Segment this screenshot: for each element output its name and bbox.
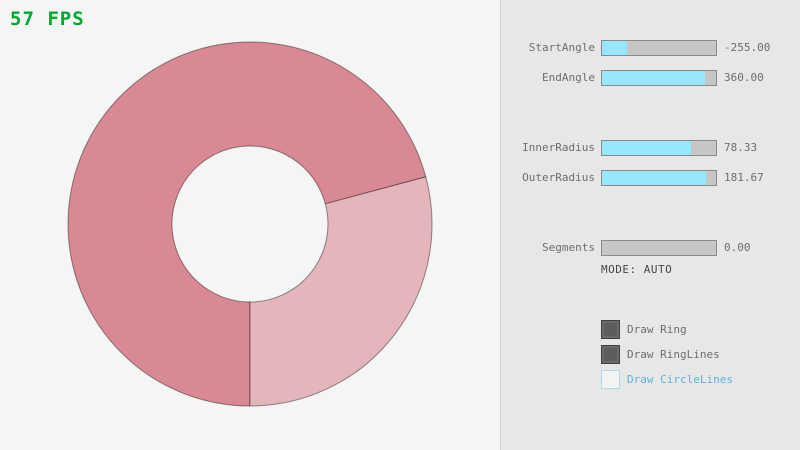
outerradius-slider-fill xyxy=(602,171,706,185)
ring-canvas xyxy=(67,41,433,407)
draw-circlelines-checkbox[interactable] xyxy=(601,370,620,389)
segments-value: 0.00 xyxy=(724,241,751,254)
startangle-slider-fill xyxy=(602,41,627,55)
fps-counter: 57 FPS xyxy=(10,8,85,30)
draw-circlelines-label: Draw CircleLines xyxy=(627,373,733,386)
outerradius-slider[interactable] xyxy=(601,170,717,186)
draw-ring-checkbox[interactable] xyxy=(601,320,620,339)
outerradius-value: 181.67 xyxy=(724,171,764,184)
segments-label: Segments xyxy=(542,241,595,254)
innerradius-value: 78.33 xyxy=(724,141,758,154)
draw-ringlines-label: Draw RingLines xyxy=(627,348,720,361)
endangle-label: EndAngle xyxy=(542,71,595,84)
segments-mode-text: MODE: AUTO xyxy=(601,263,673,276)
innerradius-slider[interactable] xyxy=(601,140,717,156)
innerradius-slider-fill xyxy=(602,141,692,155)
endangle-slider[interactable] xyxy=(601,70,717,86)
segments-slider[interactable] xyxy=(601,240,717,256)
draw-ringlines-checkbox[interactable] xyxy=(601,345,620,364)
draw-ring-label: Draw Ring xyxy=(627,323,687,336)
startangle-slider[interactable] xyxy=(601,40,717,56)
controls-panel: StartAngle -255.00 EndAngle 360.00 Inner… xyxy=(500,0,800,450)
outerradius-label: OuterRadius xyxy=(522,171,595,184)
ring-segment-light xyxy=(249,176,433,407)
startangle-label: StartAngle xyxy=(528,41,595,54)
endangle-value: 360.00 xyxy=(724,71,764,84)
ring-segment-dark xyxy=(67,41,427,407)
endangle-slider-fill xyxy=(602,71,705,85)
startangle-value: -255.00 xyxy=(724,41,771,54)
innerradius-label: InnerRadius xyxy=(522,141,595,154)
